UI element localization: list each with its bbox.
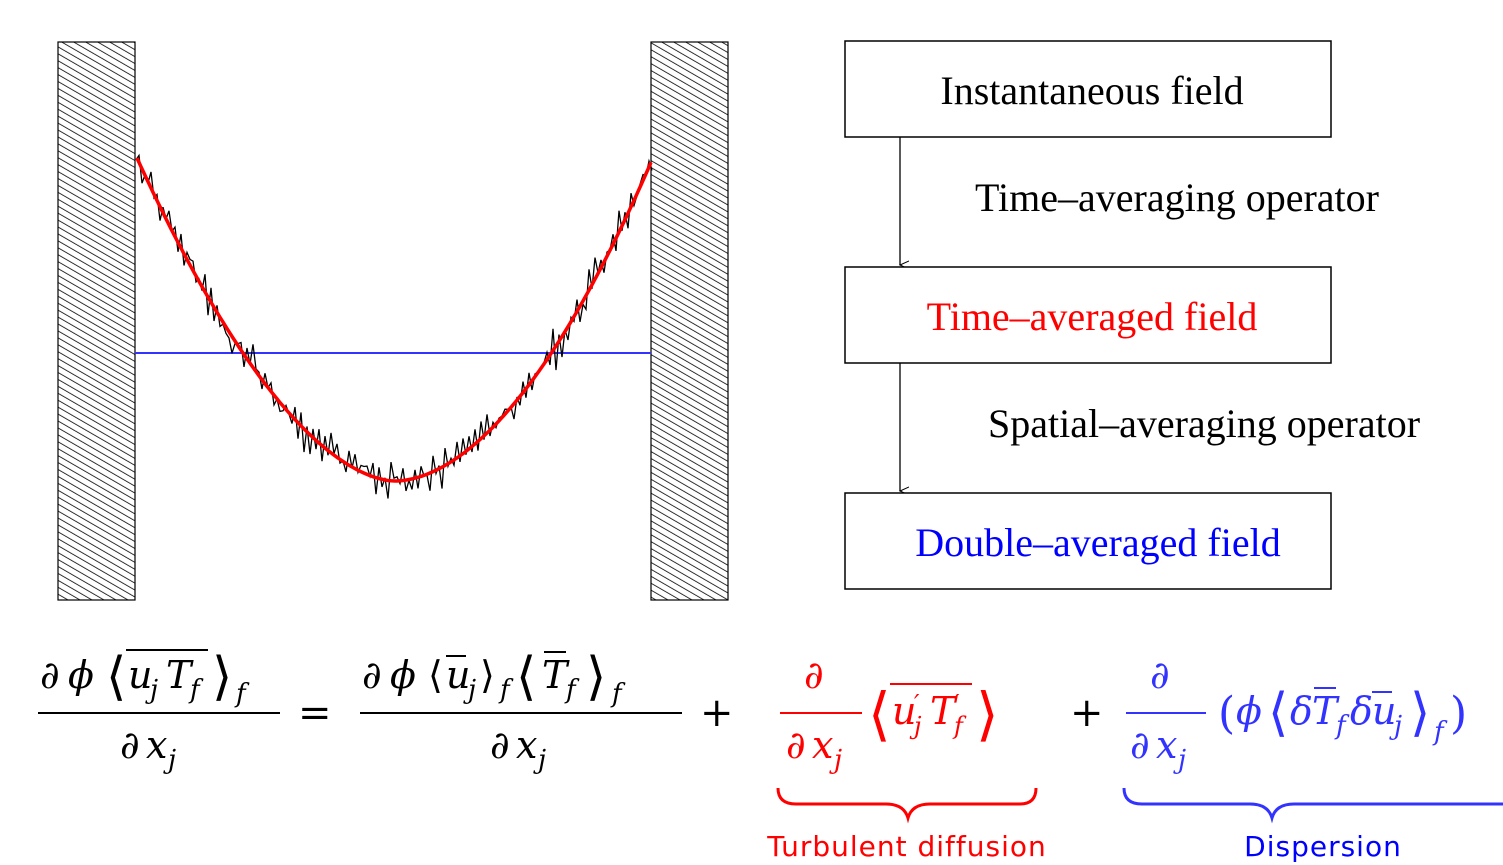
- svg-text:⟩: ⟩: [212, 647, 232, 707]
- svg-text:⟩: ⟩: [1410, 683, 1430, 743]
- svg-text:u: u: [892, 689, 916, 733]
- left-wall: [57, 41, 136, 601]
- svg-text:f: f: [1432, 717, 1448, 747]
- svg-text:⟨: ⟨: [516, 647, 536, 707]
- svg-text:x: x: [146, 723, 167, 767]
- svg-text:T: T: [1312, 689, 1340, 733]
- lhs-numerator: ∂ ϕ ⟨ u j T f ⟩ f: [40, 647, 250, 709]
- svg-text:∂: ∂: [490, 723, 510, 767]
- svg-text:⟩: ⟩: [586, 647, 606, 707]
- svg-text:∂: ∂: [362, 653, 382, 697]
- plus-sign-2: +: [1070, 690, 1104, 736]
- svg-text:T: T: [166, 653, 194, 697]
- box-time-averaged-label: Time–averaged field: [927, 294, 1258, 339]
- svg-text:f: f: [610, 679, 626, 709]
- box-double-averaged: Double–averaged field: [844, 492, 1332, 590]
- svg-text:⟨: ⟨: [1268, 683, 1288, 743]
- svg-text:∂: ∂: [804, 653, 824, 697]
- svg-text:T: T: [542, 653, 570, 697]
- svg-text:f: f: [952, 712, 967, 740]
- svg-text:u: u: [128, 653, 152, 697]
- svg-text:⟨: ⟨: [106, 647, 126, 707]
- lhs-denominator: ∂ x j: [120, 723, 176, 775]
- svg-text:⟩: ⟩: [976, 680, 999, 748]
- time-averaging-label: Time–averaging operator: [975, 175, 1379, 220]
- svg-text:(: (: [1218, 688, 1235, 739]
- svg-text:∂: ∂: [40, 653, 60, 697]
- plus-sign-1: +: [700, 690, 734, 736]
- svg-text:f: f: [498, 675, 514, 705]
- mean-denominator: ∂ x j: [490, 723, 546, 775]
- box-time-averaged: Time–averaged field: [844, 266, 1332, 364]
- dispersion-term: ∂ ∂ x j ( ϕ ⟨ δ T f δ u j ⟩ f ): [1122, 653, 1503, 824]
- svg-text:f: f: [1334, 711, 1350, 741]
- svg-text:′: ′: [954, 690, 960, 718]
- time-averaged-profile: [135, 157, 653, 483]
- svg-text:′: ′: [914, 690, 920, 718]
- svg-text:): ): [1450, 688, 1467, 739]
- svg-text:x: x: [1156, 723, 1177, 767]
- box-instantaneous-label: Instantaneous field: [940, 68, 1243, 113]
- svg-text:δ: δ: [1350, 689, 1373, 733]
- right-wall: [650, 41, 729, 601]
- svg-text:∂: ∂: [1130, 723, 1150, 767]
- svg-text:ϕ: ϕ: [390, 653, 416, 697]
- equals-sign: =: [298, 690, 332, 736]
- turbulent-diffusion-label: Turbulent diffusion: [766, 830, 1047, 863]
- svg-text:x: x: [516, 723, 537, 767]
- svg-text:f: f: [234, 679, 250, 709]
- svg-text:ϕ: ϕ: [68, 653, 94, 697]
- spatial-averaging-label: Spatial–averaging operator: [988, 401, 1420, 446]
- svg-text:⟨: ⟨: [428, 653, 443, 697]
- svg-text:∂: ∂: [120, 723, 140, 767]
- svg-text:u: u: [446, 653, 470, 697]
- svg-text:∂: ∂: [1150, 653, 1170, 697]
- svg-text:δ: δ: [1290, 689, 1313, 733]
- mean-numerator: ∂ ϕ ⟨ u j ⟩ f ⟨ T f ⟩ f: [362, 647, 626, 709]
- equation: ∂ ϕ ⟨ u j T f ⟩ f ∂ x j = ∂ ϕ ⟨ u j ⟩ f: [38, 647, 1503, 863]
- svg-text:x: x: [812, 723, 833, 767]
- svg-text:u: u: [1372, 689, 1396, 733]
- svg-text:⟨: ⟨: [868, 680, 891, 748]
- instantaneous-profile: [135, 153, 653, 499]
- svg-text:∂: ∂: [786, 723, 806, 767]
- svg-text:ϕ: ϕ: [1236, 689, 1262, 733]
- svg-text:⟩: ⟩: [480, 653, 495, 697]
- svg-text:f: f: [188, 675, 204, 705]
- turbulent-term: ∂ ∂ x j ⟨ u ′ j T ′ f ⟩: [776, 653, 1038, 824]
- box-instantaneous: Instantaneous field: [844, 40, 1332, 138]
- svg-text:T: T: [930, 689, 958, 733]
- box-double-averaged-label: Double–averaged field: [915, 520, 1280, 565]
- dispersion-label: Dispersion: [1244, 830, 1402, 863]
- svg-text:f: f: [564, 675, 580, 705]
